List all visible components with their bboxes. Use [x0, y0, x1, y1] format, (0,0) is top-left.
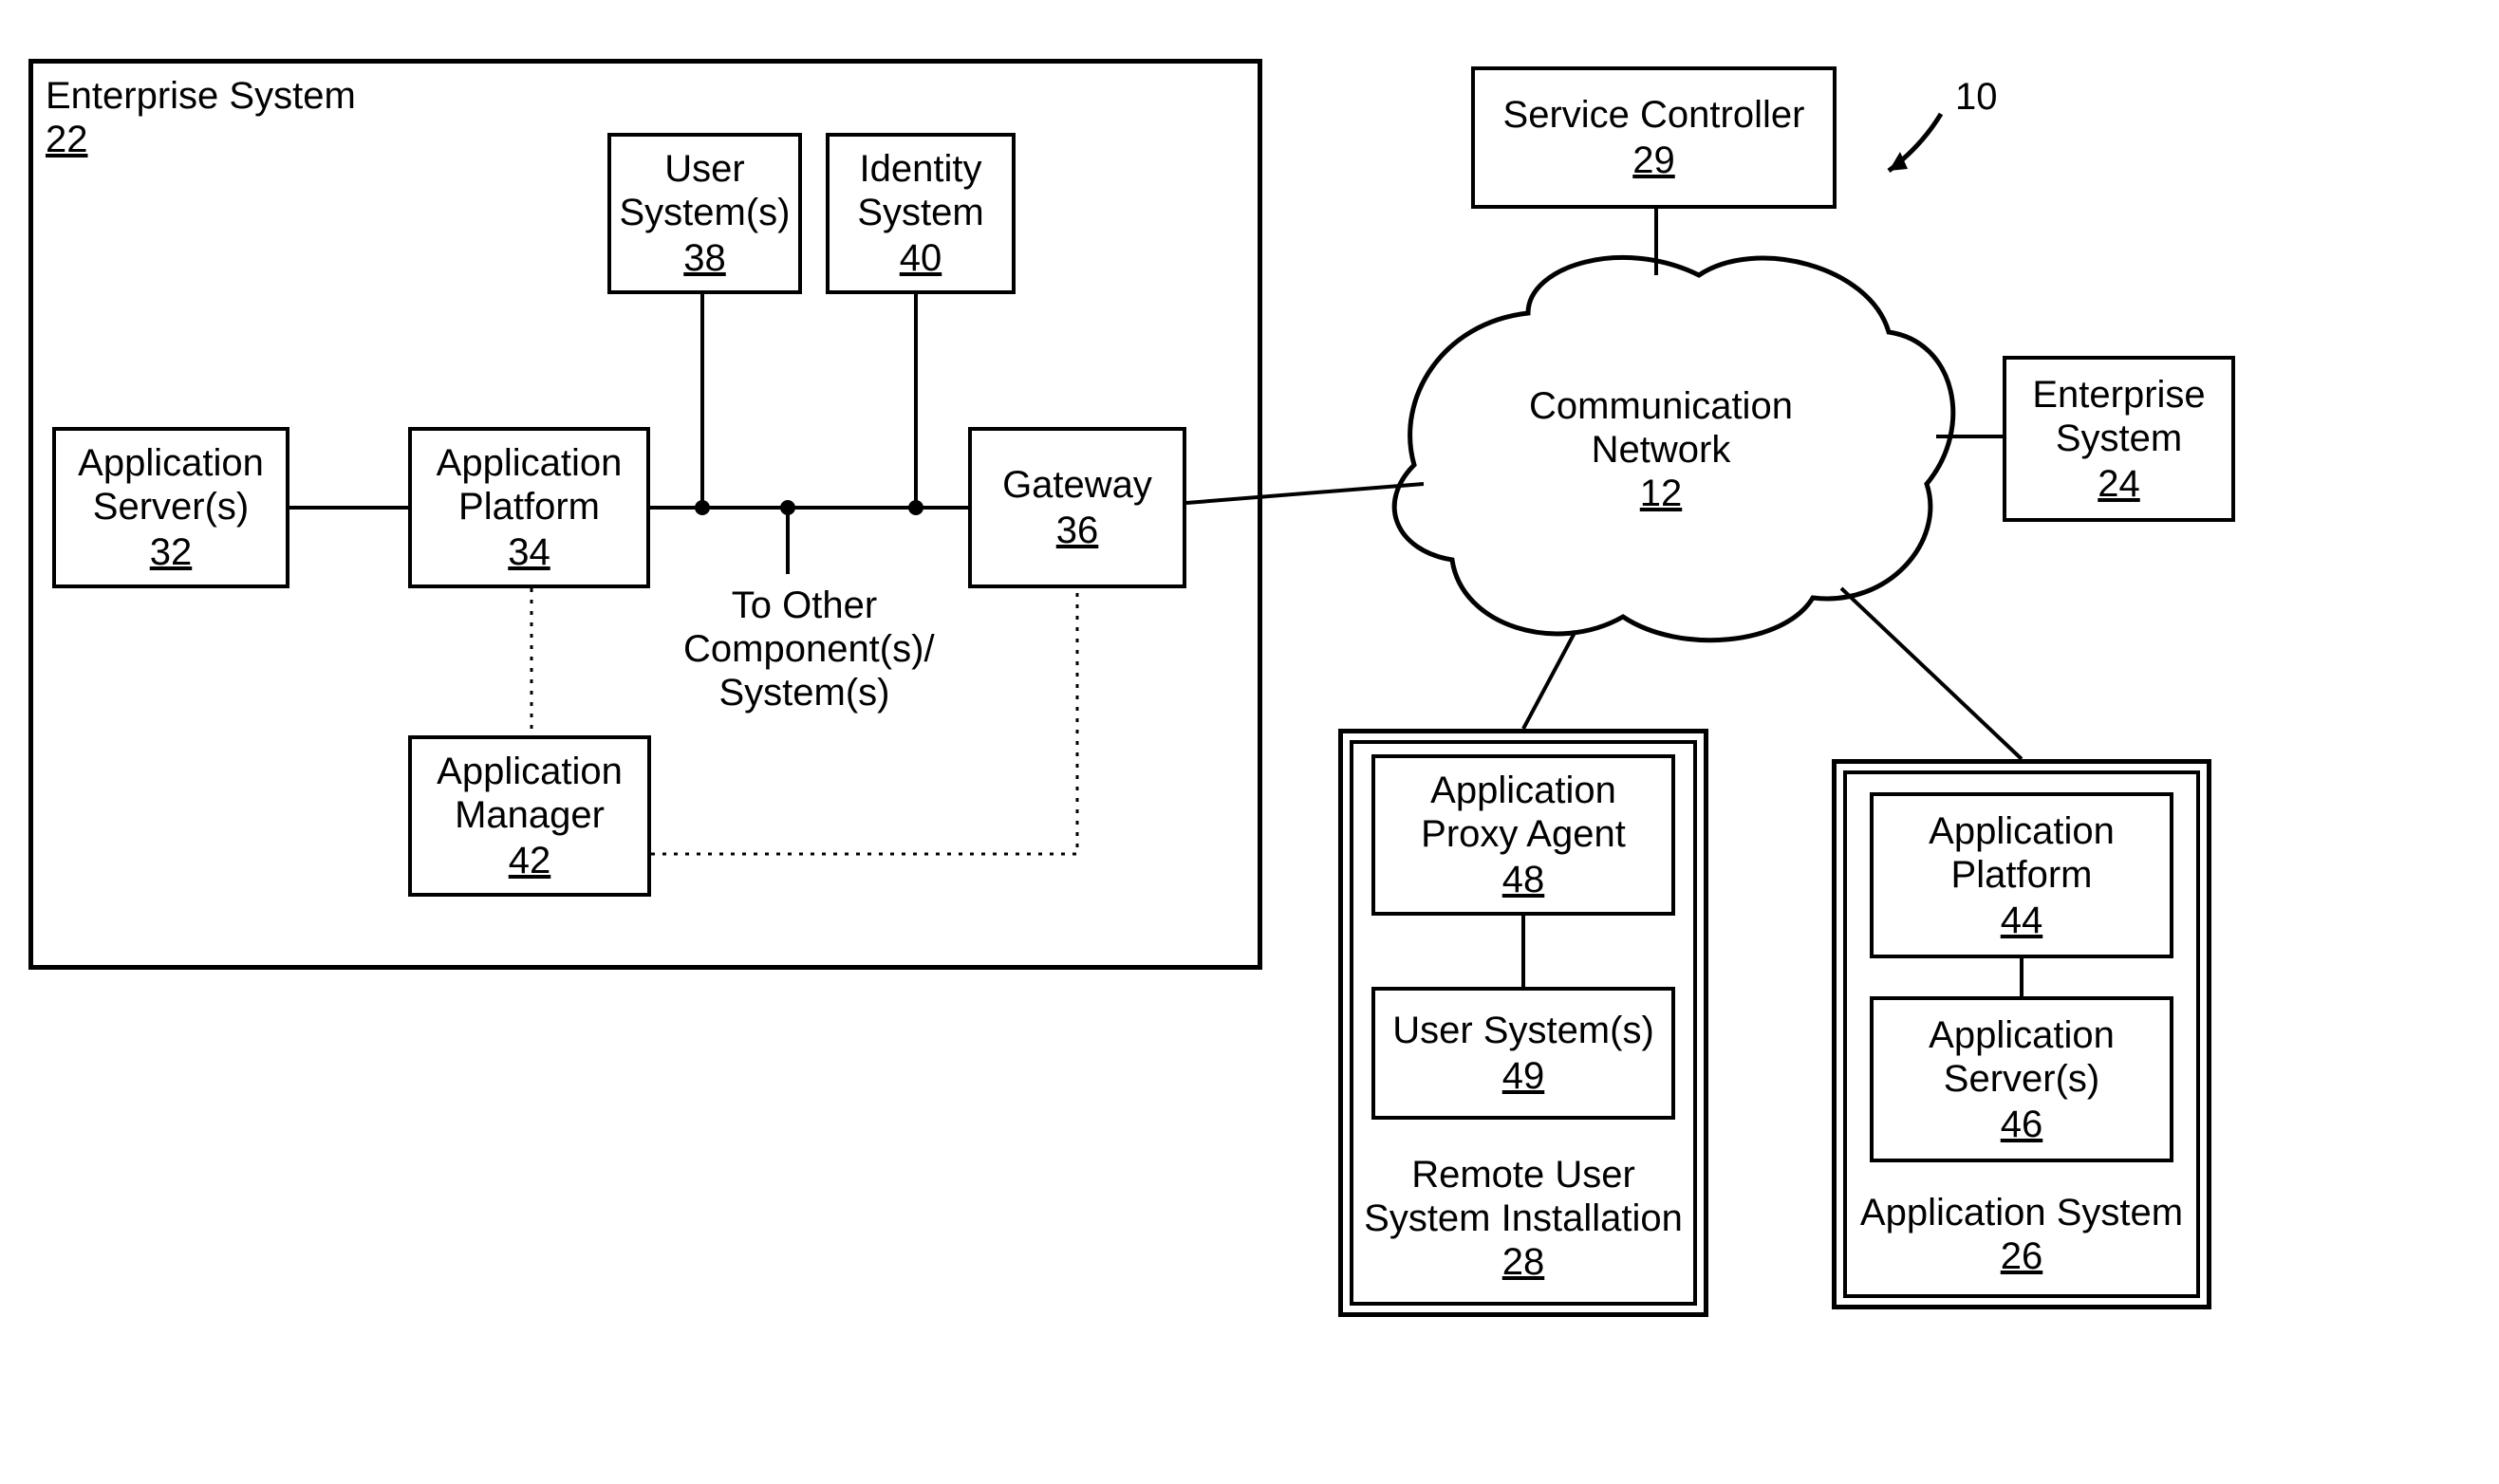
figure-ref-text: 10 [1955, 76, 1998, 118]
application-platform-44-label: ApplicationPlatform [1929, 809, 2115, 897]
gateway-36-label: Gateway [1002, 463, 1152, 507]
service-controller-29-label: Service Controller [1503, 93, 1805, 137]
communication-network-cloud-label: CommunicationNetwork 12 [1519, 384, 1803, 515]
enterprise-system-24-label: EnterpriseSystem [2032, 373, 2205, 460]
application-platform-44-box: ApplicationPlatform 44 [1870, 792, 2173, 958]
application-servers-46-label: ApplicationServer(s) [1929, 1013, 2115, 1101]
enterprise-system-22-title: Enterprise System [46, 75, 356, 117]
figure-ref-number: 10 [1955, 76, 1998, 119]
application-servers-46-number: 46 [2001, 1103, 2043, 1146]
application-manager-42-box: ApplicationManager 42 [408, 735, 651, 897]
bus-annotation: To OtherComponent(s)/System(s) [683, 584, 925, 714]
user-systems-38-number: 38 [683, 236, 726, 280]
gateway-36-number: 36 [1056, 509, 1099, 552]
application-manager-42-number: 42 [509, 839, 551, 882]
application-platform-34-number: 34 [508, 530, 550, 574]
identity-system-40-number: 40 [900, 236, 942, 280]
diagram-stage: 10 Enterprise System 22 ApplicationServe… [0, 0, 2499, 1484]
enterprise-system-22-number: 22 [46, 119, 88, 160]
application-manager-42-label: ApplicationManager [437, 750, 623, 837]
remote-user-28-number: 28 [1502, 1241, 1545, 1283]
user-systems-38-box: UserSystem(s) 38 [607, 133, 802, 294]
identity-system-40-label: IdentitySystem [857, 147, 983, 234]
enterprise-system-22-label: Enterprise System 22 [46, 74, 356, 161]
application-platform-44-number: 44 [2001, 899, 2043, 942]
application-servers-46-box: ApplicationServer(s) 46 [1870, 996, 2173, 1162]
application-proxy-agent-48-number: 48 [1502, 858, 1545, 901]
service-controller-29-number: 29 [1632, 139, 1675, 182]
application-system-26-number: 26 [2001, 1235, 2043, 1277]
user-systems-49-number: 49 [1502, 1054, 1545, 1098]
application-platform-34-label: ApplicationPlatform [437, 441, 623, 529]
service-controller-29-box: Service Controller 29 [1471, 66, 1837, 209]
application-servers-32-box: ApplicationServer(s) 32 [52, 427, 289, 588]
application-servers-32-label: ApplicationServer(s) [78, 441, 264, 529]
application-system-26-caption: Application System 26 [1856, 1191, 2188, 1278]
application-servers-32-number: 32 [150, 530, 193, 574]
user-systems-49-label: User System(s) [1392, 1009, 1654, 1052]
user-systems-49-box: User System(s) 49 [1371, 987, 1675, 1120]
user-systems-38-label: UserSystem(s) [620, 147, 791, 234]
identity-system-40-box: IdentitySystem 40 [826, 133, 1016, 294]
enterprise-system-24-number: 24 [2098, 462, 2140, 506]
application-platform-34-box: ApplicationPlatform 34 [408, 427, 650, 588]
remote-user-28-caption: Remote UserSystem Installation 28 [1357, 1153, 1689, 1284]
application-proxy-agent-48-box: ApplicationProxy Agent 48 [1371, 754, 1675, 916]
enterprise-system-24-box: EnterpriseSystem 24 [2003, 356, 2235, 522]
gateway-36-box: Gateway 36 [968, 427, 1186, 588]
communication-network-number: 12 [1640, 473, 1683, 514]
application-proxy-agent-48-label: ApplicationProxy Agent [1421, 769, 1626, 856]
